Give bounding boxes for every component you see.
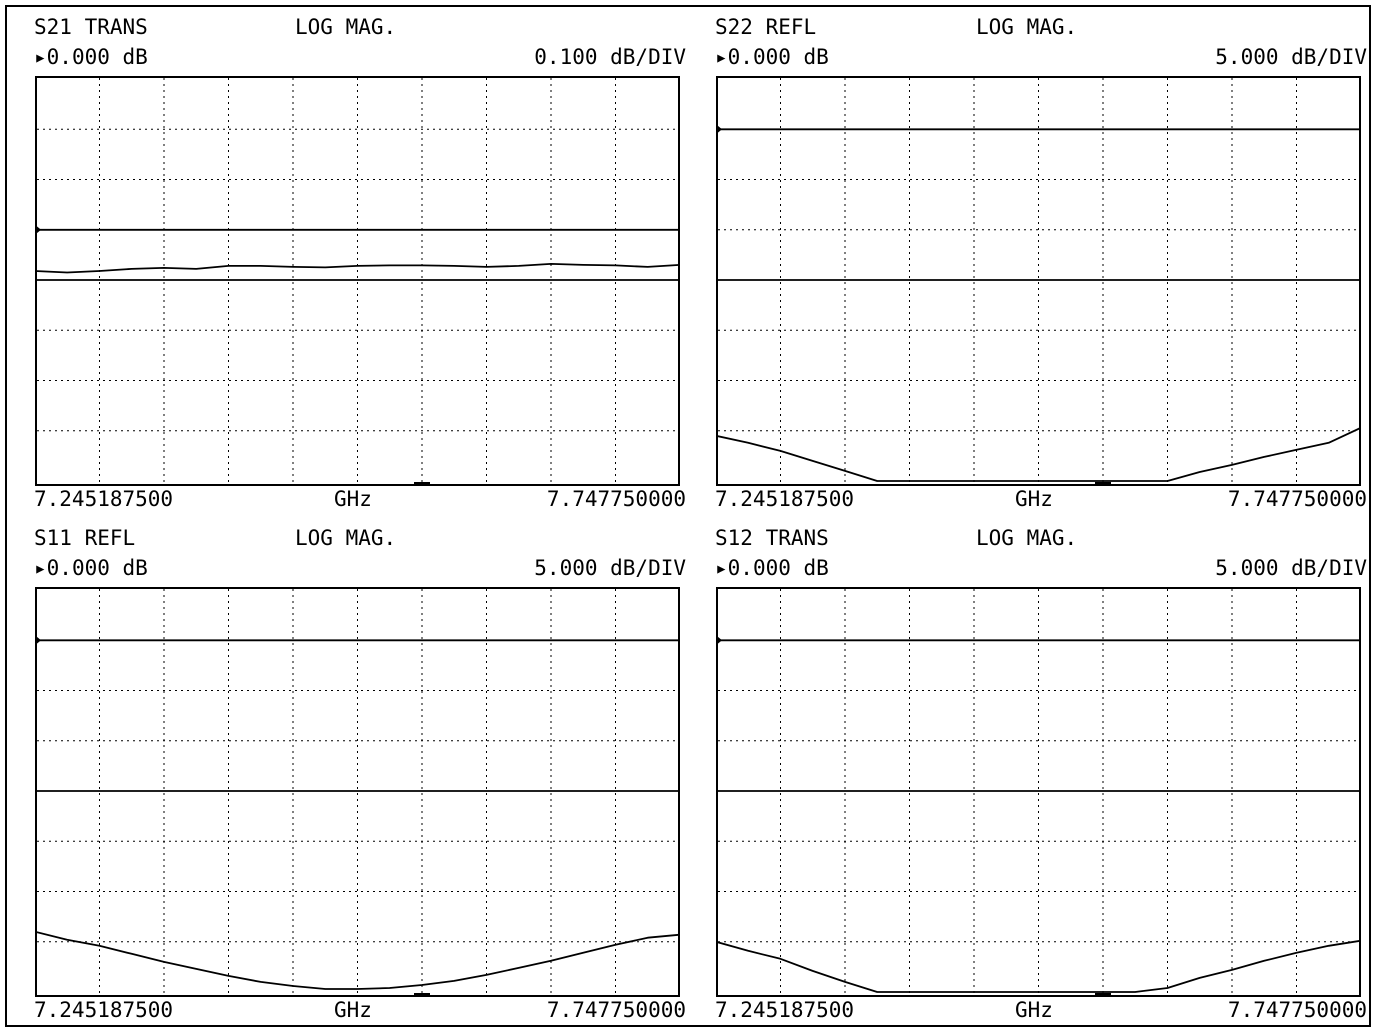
reference-marker — [35, 224, 41, 235]
reference-value: 0.000 dB — [727, 45, 829, 69]
stop-frequency: 7.747750000 — [1227, 998, 1367, 1022]
frequency-unit: GHz — [1015, 998, 1053, 1022]
data-trace — [716, 426, 1361, 482]
param-label: S12 — [715, 526, 753, 550]
measure-label: S11 REFL — [34, 526, 135, 550]
channel-panel-s11: S11 REFL LOG MAG. ▸0.000 dB 5.000 dB/DIV… — [10, 521, 690, 1031]
measure-label: S22 REFL — [715, 15, 816, 39]
measure-label: S21 TRANS — [34, 15, 148, 39]
stop-frequency: 7.747750000 — [546, 998, 686, 1022]
format-label: LOG MAG. — [295, 526, 397, 550]
reference-value: 0.000 dB — [46, 45, 148, 69]
center-tick — [1095, 993, 1111, 996]
trace-plot — [35, 587, 680, 997]
center-tick — [1095, 482, 1111, 485]
plot-area — [716, 76, 1361, 486]
reference-readout: ▸0.000 dB — [715, 45, 829, 69]
scale-readout: 0.100 dB/DIV — [534, 45, 686, 69]
plot-frame — [716, 587, 1361, 997]
plot-area — [35, 587, 680, 997]
frequency-unit: GHz — [1015, 487, 1053, 511]
start-frequency: 7.245187500 — [34, 487, 174, 511]
network-analyzer-display: S21 TRANS LOG MAG. ▸0.000 dB 0.100 dB/DI… — [5, 5, 1371, 1027]
plot-frame — [716, 76, 1361, 486]
reference-value: 0.000 dB — [46, 556, 148, 580]
reference-readout: ▸0.000 dB — [34, 556, 148, 580]
param-label: S22 — [715, 15, 753, 39]
trace-plot — [716, 587, 1361, 997]
reference-readout: ▸0.000 dB — [34, 45, 148, 69]
stop-frequency: 7.747750000 — [546, 487, 686, 511]
param-label: S11 — [34, 526, 72, 550]
center-tick — [414, 993, 430, 996]
mode-label: TRANS — [84, 15, 148, 39]
plot-frame — [35, 587, 680, 997]
format-label: LOG MAG. — [295, 15, 397, 39]
trace-plot — [716, 76, 1361, 486]
center-tick — [414, 482, 430, 485]
mode-label: REFL — [84, 526, 136, 550]
data-trace — [716, 939, 1361, 993]
mode-label: TRANS — [765, 526, 829, 550]
reference-marker — [716, 124, 722, 135]
reference-marker — [35, 635, 41, 646]
scale-readout: 5.000 dB/DIV — [1215, 45, 1367, 69]
reference-marker — [716, 635, 722, 646]
channel-panel-s21: S21 TRANS LOG MAG. ▸0.000 dB 0.100 dB/DI… — [10, 10, 690, 520]
plot-frame — [35, 76, 680, 486]
channel-panel-s22: S22 REFL LOG MAG. ▸0.000 dB 5.000 dB/DIV… — [691, 10, 1371, 520]
channel-panel-s12: S12 TRANS LOG MAG. ▸0.000 dB 5.000 dB/DI… — [691, 521, 1371, 1031]
data-trace — [35, 930, 680, 990]
trace-plot — [35, 76, 680, 486]
start-frequency: 7.245187500 — [715, 487, 855, 511]
scale-readout: 5.000 dB/DIV — [1215, 556, 1367, 580]
frequency-unit: GHz — [334, 998, 372, 1022]
param-label: S21 — [34, 15, 72, 39]
start-frequency: 7.245187500 — [34, 998, 174, 1022]
stop-frequency: 7.747750000 — [1227, 487, 1367, 511]
format-label: LOG MAG. — [976, 15, 1078, 39]
data-trace — [35, 262, 680, 274]
measure-label: S12 TRANS — [715, 526, 829, 550]
mode-label: REFL — [765, 15, 817, 39]
plot-area — [716, 587, 1361, 997]
reference-value: 0.000 dB — [727, 556, 829, 580]
reference-readout: ▸0.000 dB — [715, 556, 829, 580]
scale-readout: 5.000 dB/DIV — [534, 556, 686, 580]
format-label: LOG MAG. — [976, 526, 1078, 550]
plot-area — [35, 76, 680, 486]
frequency-unit: GHz — [334, 487, 372, 511]
start-frequency: 7.245187500 — [715, 998, 855, 1022]
